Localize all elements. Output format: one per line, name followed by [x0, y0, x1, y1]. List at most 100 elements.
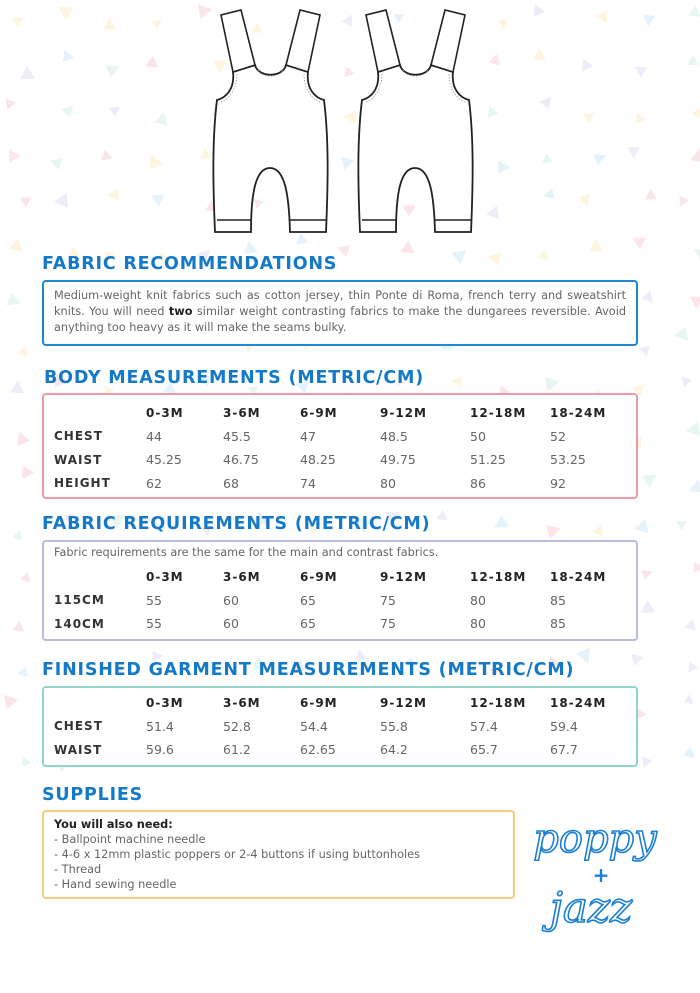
table-cell: 65: [300, 592, 316, 608]
background-triangle: [634, 518, 649, 534]
background-triangle: [497, 19, 509, 30]
background-triangle: [21, 756, 32, 768]
background-triangle: [337, 245, 350, 258]
background-triangle: [639, 346, 650, 357]
background-triangle: [243, 240, 258, 254]
row-label: 115CM: [54, 593, 105, 608]
dungarees-back-icon: [357, 9, 474, 233]
background-triangle: [356, 520, 372, 534]
row-label: WAIST: [54, 452, 103, 467]
background-triangle: [5, 98, 17, 110]
background-triangle: [400, 240, 415, 254]
background-triangle: [54, 192, 69, 209]
background-triangle: [544, 376, 560, 392]
background-triangle: [498, 160, 510, 174]
background-triangle: [451, 375, 462, 388]
background-triangle: [54, 373, 68, 388]
column-header: 18-24M: [550, 405, 607, 420]
background-triangle: [255, 511, 271, 527]
background-triangle: [403, 657, 413, 668]
background-triangle: [488, 53, 500, 66]
background-triangle: [247, 386, 259, 396]
table-cell: 60: [223, 592, 239, 608]
fabric-recommendations-box: Medium-weight knit fabrics such as cotto…: [42, 280, 638, 346]
fabric-requirements-box: Fabric requirements are the same for the…: [42, 540, 638, 641]
table-header-row: 0-3M 3-6M 6-9M 9-12M 12-18M 18-24M: [54, 565, 630, 589]
background-triangle: [693, 562, 700, 573]
table-cell: 52.8: [223, 718, 251, 734]
table-cell: 57.4: [470, 718, 498, 734]
background-triangle: [641, 290, 653, 303]
background-triangle: [494, 514, 510, 528]
background-triangle: [341, 156, 355, 170]
table-row: HEIGHT 62 68 74 80 86 92: [54, 472, 630, 496]
table-cell: 92: [550, 475, 566, 491]
table-cell: 62: [146, 475, 162, 491]
column-header: 9-12M: [380, 695, 427, 710]
background-triangle: [393, 13, 405, 24]
supplies-item: - 4-6 x 12mm plastic poppers or 2-4 butt…: [54, 848, 420, 861]
background-triangle: [149, 154, 163, 170]
background-triangle: [592, 524, 603, 537]
background-triangle: [395, 374, 408, 388]
table-cell: 85: [550, 616, 566, 632]
background-triangle: [688, 661, 699, 673]
background-triangle: [627, 147, 640, 158]
background-triangle: [62, 50, 74, 62]
table-cell: 80: [470, 616, 486, 632]
background-triangle: [545, 524, 561, 540]
background-triangle: [688, 5, 700, 17]
background-triangle: [487, 106, 499, 118]
row-label: CHEST: [54, 429, 103, 444]
table-cell: 67.7: [550, 742, 578, 758]
column-header: 18-24M: [550, 695, 607, 710]
background-triangle: [676, 521, 687, 531]
background-triangle: [105, 64, 120, 78]
column-header: 0-3M: [146, 569, 184, 584]
background-triangle: [17, 431, 31, 446]
background-triangle: [116, 664, 126, 675]
background-triangle: [343, 109, 357, 125]
column-header: 0-3M: [146, 405, 184, 420]
table-cell: 51.25: [470, 452, 506, 468]
row-label: CHEST: [54, 719, 103, 734]
background-triangle: [344, 66, 355, 78]
background-triangle: [107, 188, 119, 202]
background-triangle: [50, 158, 63, 171]
poppy-jazz-logo: poppy + jazz: [532, 815, 658, 933]
background-triangle: [20, 572, 31, 583]
background-triangle: [575, 647, 591, 663]
background-triangle: [632, 237, 646, 250]
svg-text:jazz: jazz: [542, 883, 633, 932]
svg-text:poppy: poppy: [533, 816, 658, 862]
background-triangle: [487, 252, 502, 266]
table-cell: 54.4: [300, 718, 328, 734]
background-triangle: [108, 106, 120, 117]
background-triangle: [295, 380, 309, 394]
table-cell: 65.7: [470, 742, 498, 758]
column-header: 6-9M: [300, 695, 338, 710]
table-cell: 65: [300, 616, 316, 632]
background-triangle: [293, 660, 305, 672]
illustration: [212, 9, 474, 233]
table-cell: 48.25: [300, 452, 336, 468]
column-header: 6-9M: [300, 405, 338, 420]
fabric-recommendations-title: FABRIC RECOMMENDATIONS: [42, 254, 338, 274]
column-header: 3-6M: [223, 569, 261, 584]
background-triangle: [58, 7, 74, 21]
table-row: 140CM 55 60 65 75 80 85: [54, 612, 630, 636]
column-header: 3-6M: [223, 405, 261, 420]
supplies-item: - Ballpoint machine needle: [54, 833, 206, 846]
column-header: 9-12M: [380, 405, 427, 420]
svg-text:+: +: [593, 863, 610, 887]
background-triangle: [486, 205, 499, 220]
background-triangle: [635, 707, 647, 720]
background-triangle: [532, 48, 546, 61]
column-header: 18-24M: [550, 569, 607, 584]
background-triangle: [533, 4, 545, 17]
table-cell: 62.65: [300, 742, 336, 758]
background-triangle: [103, 251, 116, 263]
fabric-recommendations-text: Medium-weight knit fabrics such as cotto…: [54, 289, 627, 334]
background-triangle: [450, 662, 462, 673]
background-triangle: [205, 664, 219, 677]
